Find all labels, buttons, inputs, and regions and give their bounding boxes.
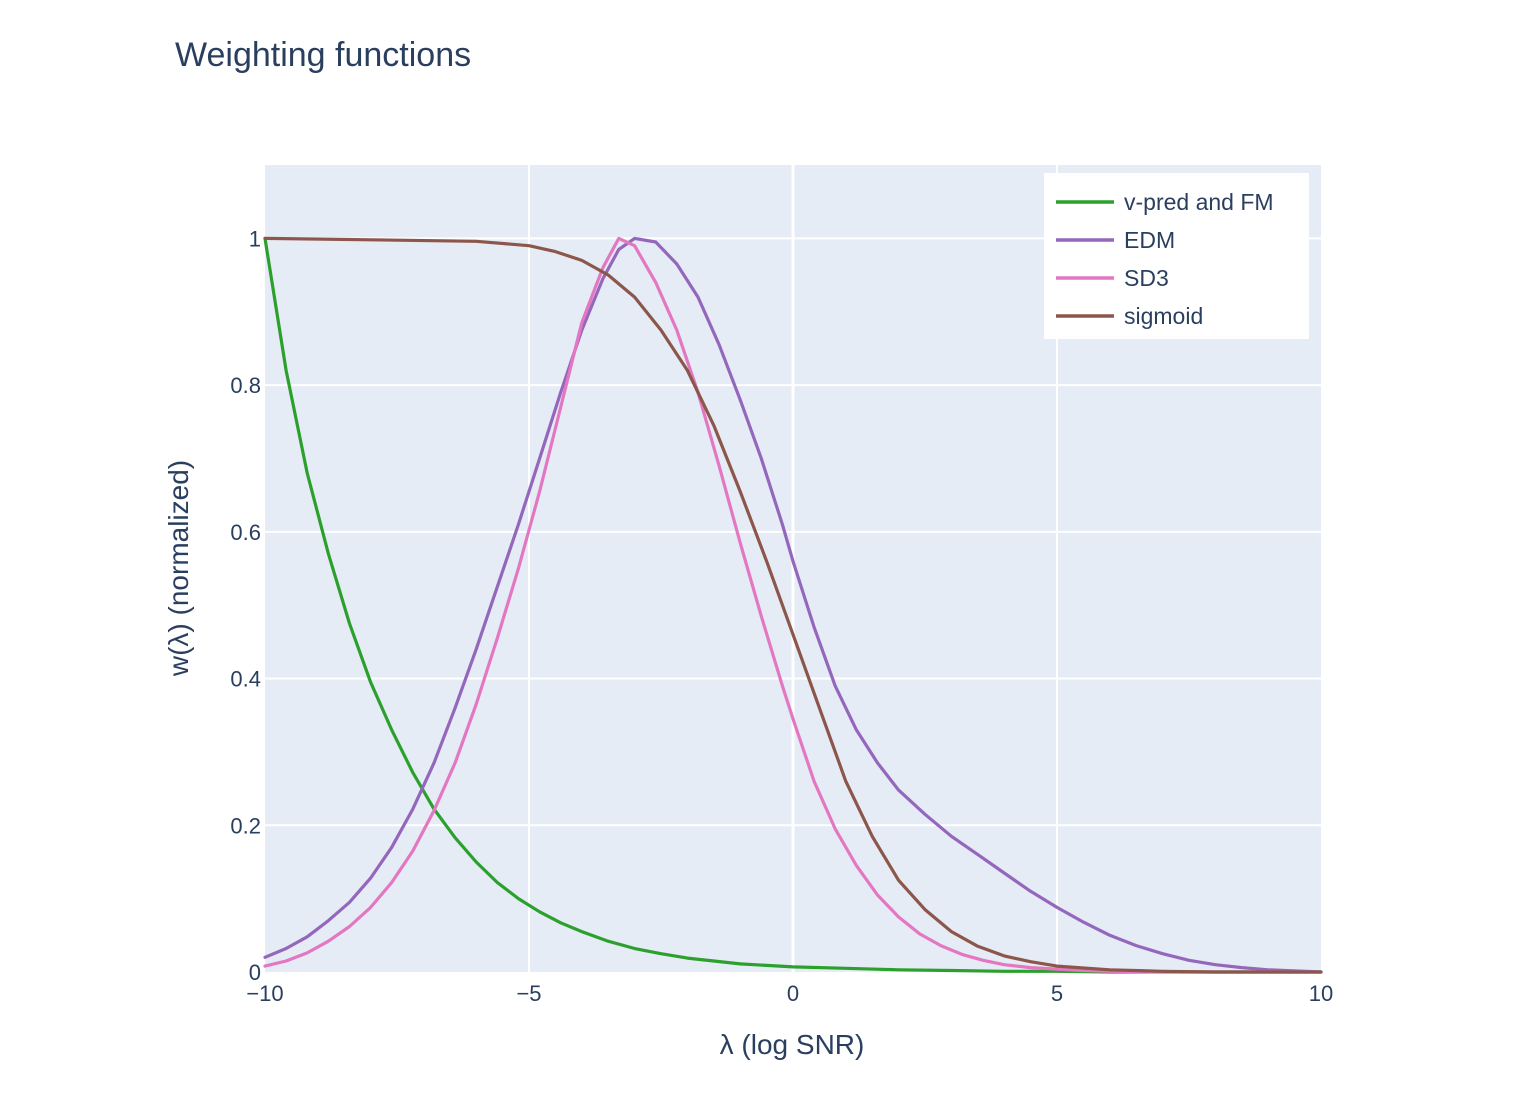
series-line-v-pred-and-fm	[263, 236, 1323, 974]
x-tick-label: −5	[516, 981, 541, 1006]
legend-label: EDM	[1124, 227, 1175, 253]
series-line-sd3	[263, 236, 1323, 974]
y-axis-title: w(λ) (normalized)	[163, 460, 194, 677]
x-tick-label: 5	[1051, 981, 1063, 1006]
legend-label: v-pred and FM	[1124, 189, 1274, 215]
y-tick-label: 0.2	[230, 813, 261, 838]
legend: v-pred and FM EDM SD3 sigmoid	[1044, 173, 1309, 339]
x-tick-label: 0	[787, 981, 799, 1006]
x-tick-label: −10	[246, 981, 283, 1006]
y-tick-label: 1	[249, 226, 261, 251]
chart-title: Weighting functions	[175, 36, 471, 74]
tick-labels: −10 −5 0 5 10 0 0.2 0.4 0.6 0.8 1	[230, 226, 1333, 1006]
y-tick-label: 0	[249, 960, 261, 985]
y-tick-label: 0.8	[230, 373, 261, 398]
series-line-sigmoid	[263, 236, 1323, 974]
y-tick-label: 0.4	[230, 667, 261, 692]
series-line-edm	[263, 236, 1323, 974]
x-axis-title: λ (log SNR)	[720, 1029, 865, 1060]
y-tick-label: 0.6	[230, 520, 261, 545]
legend-label: sigmoid	[1124, 303, 1203, 329]
x-tick-label: 10	[1309, 981, 1333, 1006]
legend-label: SD3	[1124, 265, 1169, 291]
series-layer	[263, 236, 1323, 974]
